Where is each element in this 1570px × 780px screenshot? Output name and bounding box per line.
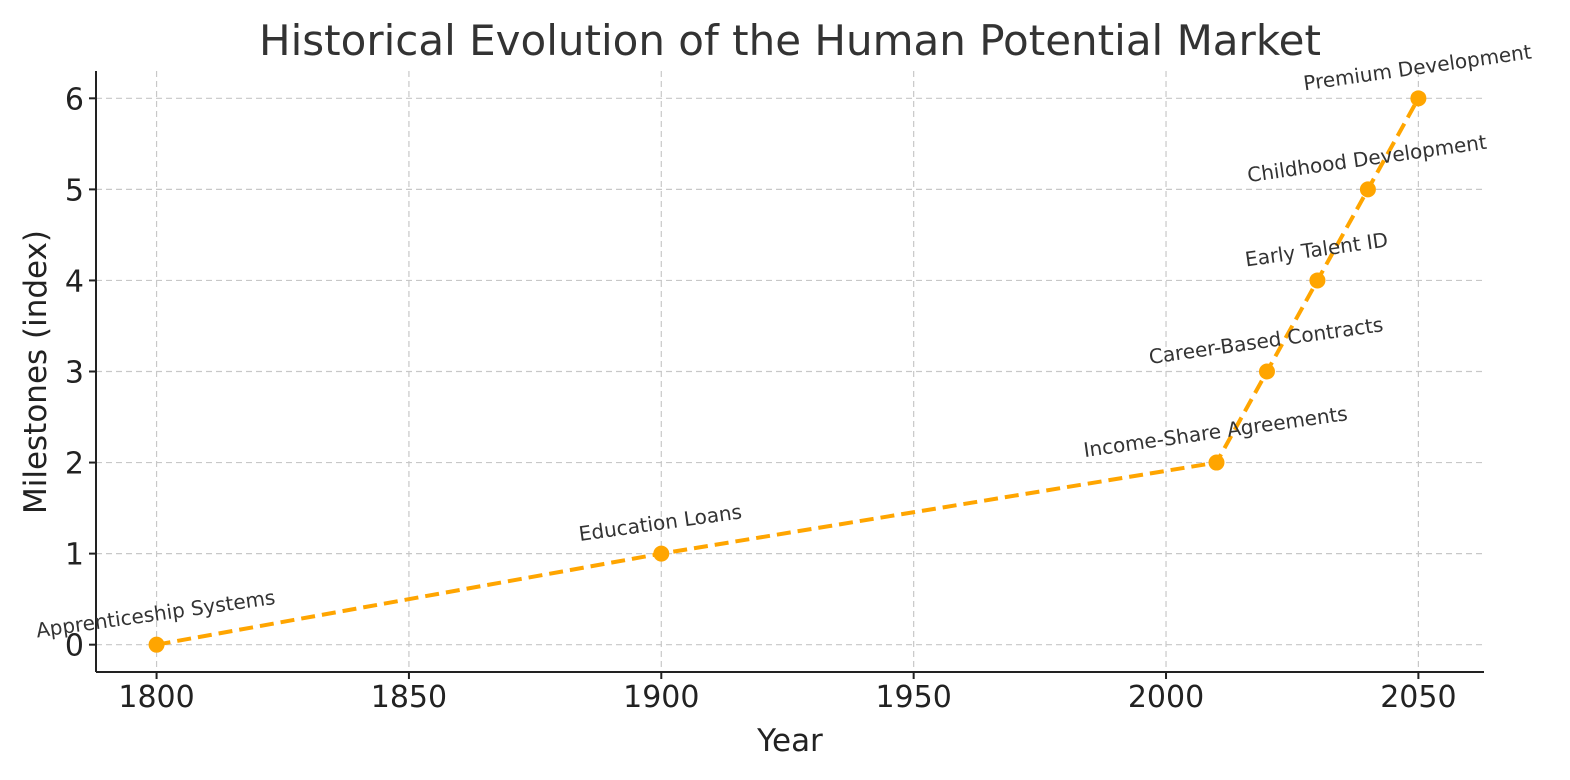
data-point	[1359, 181, 1376, 198]
data-point	[1309, 272, 1326, 289]
x-tick-label: 1800	[118, 680, 194, 715]
y-axis-label: Milestones (index)	[18, 230, 54, 514]
y-tick-label: 5	[65, 173, 84, 208]
annotations: Apprenticeship Systems Education Loans Inc…	[34, 39, 1533, 642]
y-tick-label: 6	[65, 82, 84, 117]
data-point	[653, 545, 670, 562]
grid	[96, 71, 1484, 672]
x-tick-label: 1950	[875, 680, 951, 715]
annotation-label: Apprenticeship Systems	[34, 585, 276, 642]
data-point	[1258, 363, 1275, 380]
data-point	[1208, 454, 1225, 471]
annotation-label: Childhood Development	[1246, 130, 1488, 187]
data-point	[1410, 90, 1427, 107]
y-ticks: 0 1 2 3 4 5 6	[65, 82, 96, 664]
annotation-label: Income-Share Agreements	[1082, 401, 1349, 462]
x-tick-label: 1900	[623, 680, 699, 715]
y-tick-label: 2	[65, 447, 84, 482]
x-ticks: 1800 1850 1900 1950 2000 2050	[118, 672, 1457, 715]
annotation-label: Premium Development	[1302, 39, 1533, 95]
y-tick-label: 3	[65, 356, 84, 391]
x-axis-label: Year	[756, 723, 823, 759]
y-tick-label: 1	[65, 538, 84, 573]
x-tick-label: 2050	[1380, 680, 1456, 715]
series	[148, 90, 1427, 653]
annotation-label: Early Talent ID	[1243, 228, 1389, 272]
y-tick-label: 4	[65, 264, 84, 299]
x-tick-label: 2000	[1128, 680, 1204, 715]
x-tick-label: 1850	[371, 680, 447, 715]
annotation-label: Education Loans	[577, 499, 743, 546]
chart-title: Historical Evolution of the Human Potent…	[259, 16, 1321, 65]
annotation-label: Career-Based Contracts	[1147, 312, 1384, 369]
data-point	[148, 636, 165, 653]
y-tick-label: 0	[65, 629, 84, 664]
